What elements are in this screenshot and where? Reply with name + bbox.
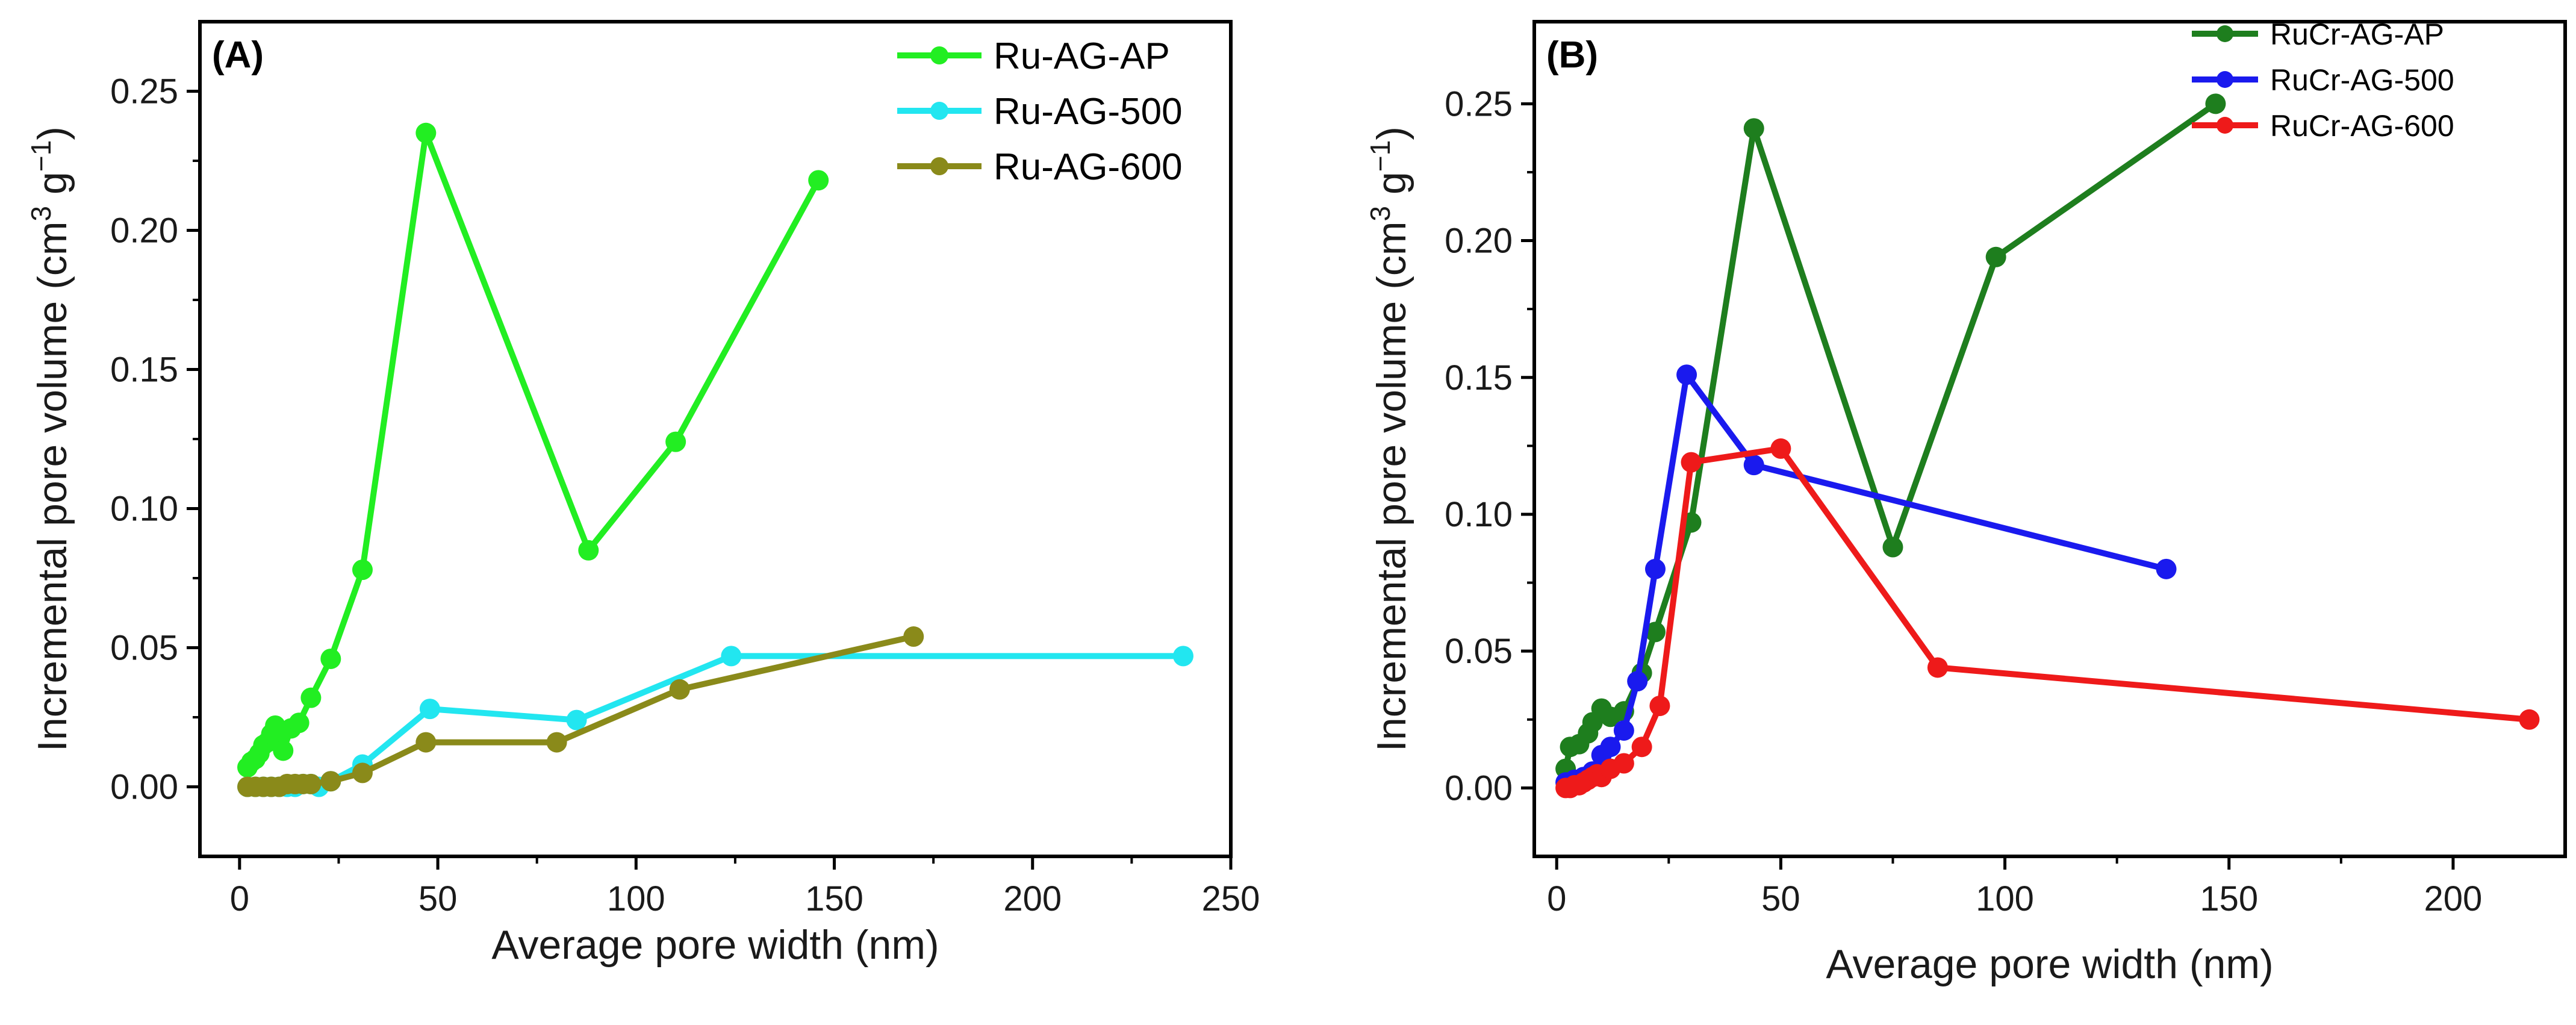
- data-point-ru-ag-ap: [352, 559, 373, 581]
- panel-b-y-tick-label: 0.15: [1445, 358, 1513, 397]
- panel-b-x-axis-title: Average pore width (nm): [1826, 941, 2273, 987]
- panel-b: (B) Average pore width (nm) Incremental …: [1364, 17, 2567, 987]
- panel-a-y-tick-label: 0.00: [110, 768, 178, 807]
- panel-b-x-tick-label: 150: [2200, 879, 2258, 918]
- data-point-rucr-ag-ap: [1985, 246, 2006, 267]
- panel-b-x-tick-label: 0: [1547, 879, 1566, 918]
- panel-a-y-tick-label: 0.15: [110, 350, 178, 390]
- legend-label-ru-ag-500: Ru-AG-500: [994, 91, 1183, 132]
- panel-a-y-axis-title: Incremental pore volume (cm3 g−1): [25, 126, 75, 752]
- data-point-ru-ag-500: [419, 699, 440, 720]
- panel-b-y-axis-title: Incremental pore volume (cm3 g−1): [1364, 126, 1414, 752]
- data-point-rucr-ag-600: [1613, 753, 1634, 774]
- data-point-rucr-ag-600: [1649, 696, 1670, 717]
- legend-marker-ru-ag-ap: [930, 46, 948, 64]
- panel-a-y-tick-label: 0.25: [110, 72, 178, 111]
- data-point-ru-ag-ap: [273, 740, 294, 761]
- data-point-rucr-ag-500: [1743, 455, 1764, 476]
- data-point-rucr-ag-600: [1631, 737, 1652, 758]
- panel-b-x-tick-label: 50: [1761, 879, 1800, 918]
- panel-b-plot-frame: [1532, 20, 2567, 858]
- data-point-ru-ag-600: [546, 732, 567, 753]
- data-point-rucr-ag-600: [1681, 452, 1702, 473]
- data-point-ru-ag-ap: [320, 648, 341, 669]
- data-point-rucr-ag-500: [1600, 737, 1621, 758]
- panel-a-x-tick-label: 50: [418, 879, 458, 918]
- data-point-ru-ag-ap: [808, 170, 829, 191]
- panel-b-y-tick-label: 0.05: [1445, 632, 1513, 671]
- data-point-ru-ag-600: [415, 732, 437, 753]
- legend-marker-ru-ag-600: [930, 157, 948, 175]
- panel-b-y-tick-label: 0.25: [1445, 84, 1513, 123]
- legend-marker-rucr-ag-500: [2217, 71, 2233, 88]
- data-point-ru-ag-ap: [415, 122, 437, 143]
- panel-b-x-tick-label: 100: [1976, 879, 2034, 918]
- data-point-rucr-ag-600: [1927, 657, 1948, 678]
- panel-a-x-tick-label: 150: [805, 879, 863, 918]
- data-point-rucr-ag-600: [1770, 438, 1791, 459]
- panel-b-y-tick-label: 0.10: [1445, 495, 1513, 534]
- data-point-rucr-ag-ap: [1882, 537, 1903, 558]
- panel-b-series: [1555, 93, 2540, 799]
- data-point-ru-ag-ap: [578, 540, 599, 561]
- data-point-ru-ag-ap: [665, 431, 686, 452]
- data-point-rucr-ag-500: [1676, 364, 1697, 385]
- legend-label-rucr-ag-ap: RuCr-AG-AP: [2270, 17, 2444, 51]
- data-point-ru-ag-500: [721, 646, 742, 667]
- panel-a-x-axis-title: Average pore width (nm): [491, 922, 939, 968]
- data-point-ru-ag-500: [1172, 646, 1193, 667]
- panel-a-axis-ticks: 0 50 100 150 200 250 0.00 0.05 0.10 0.15 0.20 0.25: [110, 72, 1260, 919]
- legend-label-ru-ag-600: Ru-AG-600: [994, 146, 1183, 188]
- legend-marker-rucr-ag-600: [2217, 117, 2233, 134]
- panel-b-y-tick-label: 0.20: [1445, 222, 1513, 261]
- panel-a-x-tick-label: 250: [1202, 879, 1260, 918]
- panel-a-y-tick-label: 0.10: [110, 490, 178, 529]
- legend-marker-rucr-ag-ap: [2217, 25, 2233, 42]
- panel-b-axis-ticks: 0 50 100 150 200 0.00 0.05 0.10 0.15 0.20 0.25: [1445, 84, 2482, 918]
- data-point-ru-ag-ap: [288, 712, 310, 734]
- panel-a-y-tick-label: 0.20: [110, 211, 178, 251]
- data-point-ru-ag-ap: [300, 687, 322, 708]
- data-point-ru-ag-600: [320, 771, 341, 792]
- data-point-rucr-ag-500: [1644, 558, 1666, 579]
- data-point-ru-ag-600: [352, 762, 373, 784]
- legend-marker-ru-ag-500: [930, 102, 948, 120]
- data-point-rucr-ag-ap: [2205, 93, 2226, 114]
- panel-b-x-tick-label: 200: [2424, 879, 2483, 918]
- panel-a: (A) Average pore width (nm) Incremental …: [25, 20, 1260, 968]
- panel-b-y-tick-label: 0.00: [1445, 768, 1513, 808]
- panel-a-x-tick-label: 0: [230, 879, 249, 918]
- data-point-rucr-ag-ap: [1644, 622, 1666, 643]
- data-point-ru-ag-600: [300, 773, 322, 794]
- legend-label-ru-ag-ap: Ru-AG-AP: [994, 36, 1170, 77]
- panel-b-legend: RuCr-AG-AP RuCr-AG-500 RuCr-AG-600: [2192, 17, 2454, 143]
- panel-b-label: (B): [1546, 34, 1598, 76]
- panel-a-y-tick-label: 0.05: [110, 629, 178, 668]
- panel-a-legend: Ru-AG-AP Ru-AG-500 Ru-AG-600: [897, 36, 1183, 188]
- data-point-ru-ag-500: [566, 709, 587, 731]
- legend-label-rucr-ag-600: RuCr-AG-600: [2270, 109, 2454, 143]
- panel-a-series: [237, 122, 1193, 797]
- panel-a-x-tick-label: 100: [607, 879, 665, 918]
- data-point-rucr-ag-500: [2156, 558, 2177, 579]
- data-point-ru-ag-600: [669, 679, 690, 700]
- data-point-ru-ag-600: [903, 626, 924, 647]
- panel-a-label: (A): [212, 34, 264, 76]
- panel-a-x-tick-label: 200: [1003, 879, 1062, 918]
- data-point-rucr-ag-600: [2519, 709, 2540, 730]
- data-point-rucr-ag-500: [1627, 671, 1648, 692]
- data-point-rucr-ag-ap: [1743, 118, 1764, 139]
- legend-label-rucr-ag-500: RuCr-AG-500: [2270, 63, 2454, 97]
- data-point-rucr-ag-500: [1613, 720, 1634, 741]
